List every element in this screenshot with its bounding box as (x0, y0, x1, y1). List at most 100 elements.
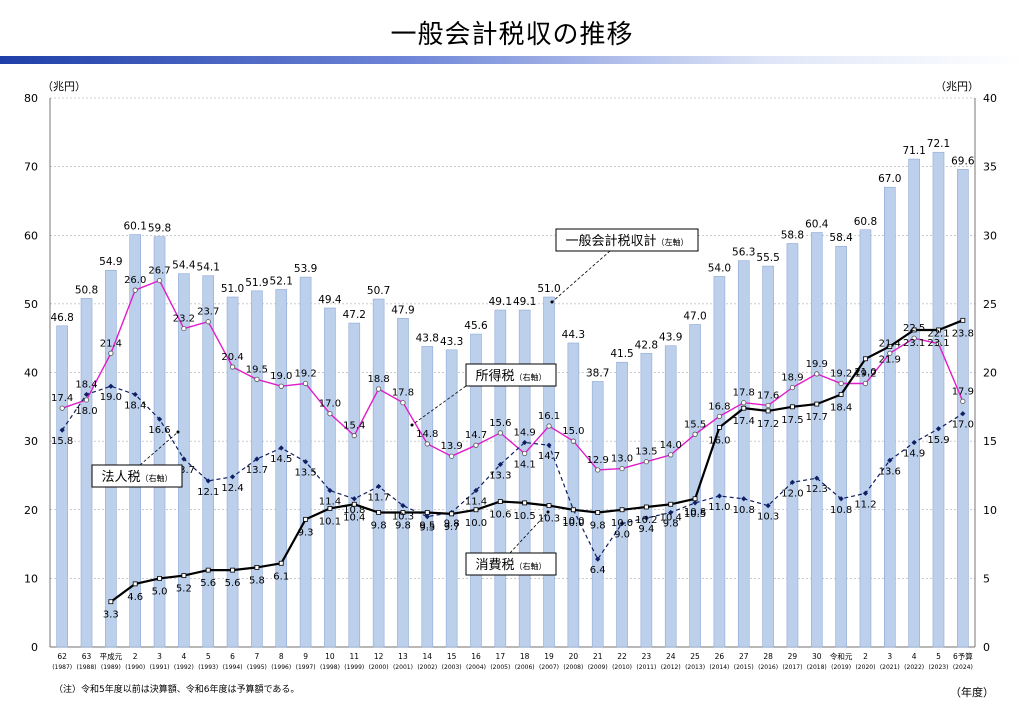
corporate-tax-label: 9.4 (638, 524, 654, 535)
title-underline-bar (0, 56, 1024, 64)
left-axis-unit-label: （兆円） (42, 80, 86, 93)
total-revenue-bar (397, 317, 409, 648)
total-revenue-label: 43.8 (416, 332, 439, 344)
corporate-tax-marker (668, 509, 674, 516)
income-tax-marker (449, 453, 455, 459)
corporate-tax-marker (376, 483, 382, 490)
x-axis-tick-label: 8 (279, 652, 284, 661)
total-revenue-bar (543, 296, 555, 648)
income-tax-marker (935, 341, 942, 347)
income-tax-marker (327, 411, 333, 417)
consumption-tax-marker (911, 327, 917, 333)
x-axis-tick-label: 5 (936, 652, 941, 661)
x-axis-tick-label: 15 (447, 652, 457, 661)
consumption-tax-marker (449, 511, 455, 517)
income-tax-marker (400, 400, 406, 406)
corporate-tax-label: 16.6 (148, 425, 170, 436)
x-axis-tick-label: 10 (325, 652, 335, 661)
x-axis-tick-label: 13 (398, 652, 408, 661)
corporate-tax-marker (302, 459, 309, 465)
left-axis-tick-label: 20 (24, 504, 38, 517)
corporate-tax-label: 10.0 (562, 516, 584, 527)
x-axis-year-label: (2003) (442, 664, 462, 671)
income-tax-label: 13.9 (441, 441, 463, 452)
consumption-tax-marker (887, 344, 893, 349)
x-axis-tick-label: 63 (82, 652, 92, 661)
x-axis-tick-label: 23 (642, 652, 652, 661)
corporate-tax-leader-line (139, 431, 179, 466)
income-tax-label: 13.0 (611, 454, 633, 465)
corporate-tax-label: 9.0 (614, 529, 630, 540)
income-tax-label: 14.7 (465, 430, 487, 441)
income-tax-label: 19.2 (854, 368, 876, 379)
corporate-tax-label: 13.6 (879, 466, 901, 477)
corporate-tax-marker (83, 391, 90, 398)
consumption-tax-marker (960, 317, 966, 323)
corporate-tax-label: 12.3 (806, 484, 828, 495)
consumption-tax-label: 10.0 (611, 518, 633, 529)
consumption-tax-label: 10.3 (538, 514, 560, 525)
corporate-tax-marker (156, 416, 163, 422)
income-tax-marker (765, 402, 771, 409)
income-tax-marker (424, 441, 430, 447)
corporate-tax-marker (619, 520, 625, 527)
x-axis-tick-label: 24 (666, 652, 676, 661)
corporate-tax-marker (59, 427, 65, 433)
consumption-tax-label: 10.1 (319, 516, 341, 527)
x-axis-year-label: (2009) (588, 664, 608, 671)
income-tax-label: 21.4 (100, 338, 122, 349)
x-axis-year-label: (2000) (369, 664, 389, 671)
x-axis-year-label: (2019) (831, 664, 851, 671)
corporate-tax-marker (692, 500, 698, 506)
corporate-tax-marker (887, 457, 893, 463)
consumption-tax-marker (570, 507, 576, 513)
income-tax-label: 15.5 (684, 419, 706, 430)
x-axis-year-label: (1998) (320, 664, 340, 671)
x-axis-year-label: (2016) (758, 664, 778, 671)
corporate-tax-marker (205, 478, 211, 484)
consumption-tax-label: 5.8 (249, 575, 265, 586)
corporate-tax-label: 13.3 (489, 470, 511, 481)
x-axis-year-label: (2020) (855, 664, 875, 671)
income-tax-line (61, 279, 964, 471)
income-tax-label: 12.9 (587, 455, 609, 466)
right-axis-tick-label: 25 (983, 298, 997, 311)
total-revenue-label: 51.0 (537, 283, 560, 295)
total-revenue-label: 54.1 (197, 262, 220, 274)
corporate-tax-marker (960, 411, 966, 417)
consumption-tax-leader-arrow (546, 510, 550, 514)
consumption-tax-label: 3.3 (103, 610, 119, 621)
consumption-tax-label: 5.0 (152, 586, 168, 597)
x-axis-tick-label: 18 (520, 652, 530, 661)
total-revenue-bar (518, 309, 531, 648)
x-axis-tick-label: 14 (423, 652, 433, 661)
left-axis-tick-label: 60 (24, 229, 38, 242)
income-tax-leader-arrow (410, 423, 414, 427)
total-revenue-label: 67.0 (878, 173, 901, 185)
income-tax-marker (254, 376, 260, 382)
income-tax-marker (497, 430, 503, 436)
total-revenue-label: 52.1 (270, 275, 293, 287)
right-axis-tick-label: 30 (983, 229, 997, 242)
total-revenue-label: 49.1 (489, 296, 512, 308)
consumption-tax-marker (838, 392, 844, 397)
corporate-tax-marker (546, 442, 552, 448)
income-tax-label: 26.7 (148, 266, 170, 277)
corporate-tax-marker (229, 474, 236, 480)
income-tax-marker (473, 442, 479, 448)
income-tax-label: 19.5 (246, 364, 268, 375)
total-revenue-label: 41.5 (610, 348, 633, 360)
total-revenue-bar (908, 158, 920, 648)
x-axis-tick-label: 16 (471, 652, 481, 661)
corporate-tax-marker (473, 487, 479, 494)
x-axis-year-label: (2018) (807, 664, 827, 671)
corporate-tax-label: 13.7 (246, 465, 268, 476)
consumption-tax-marker (741, 405, 747, 411)
x-axis-year-label: (2017) (782, 664, 802, 671)
income-tax-label: 17.0 (319, 399, 341, 410)
total-revenue-bar (80, 298, 93, 648)
income-tax-label: 16.8 (708, 401, 730, 412)
consumption-tax-label: 23.1 (903, 338, 925, 349)
corporate-tax-label: 10.3 (757, 512, 779, 523)
total-revenue-callout-box (555, 228, 699, 252)
